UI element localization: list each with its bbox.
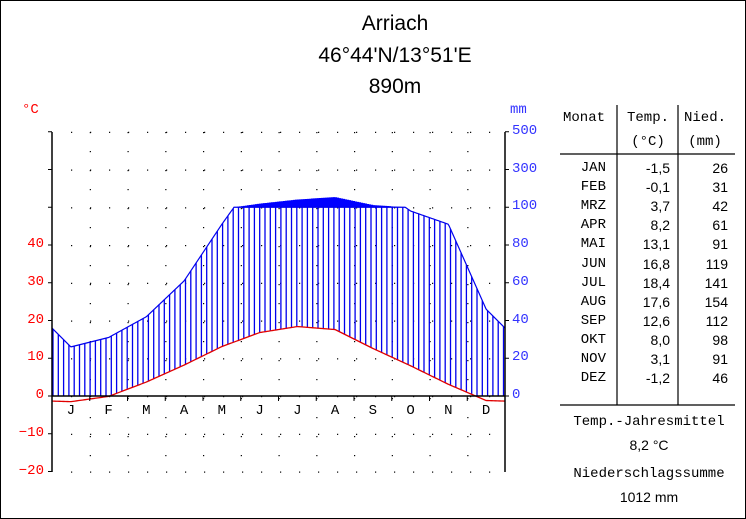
table-header-temp-unit: (°C) — [631, 134, 665, 150]
month-cell: FEB — [580, 179, 606, 196]
month-letter: J — [66, 403, 76, 419]
month-cell: MRZ — [580, 198, 606, 215]
table-row: MRZ 3,7 42 — [556, 198, 746, 217]
month-cell: MAI — [580, 236, 606, 253]
month-letter: D — [481, 403, 491, 419]
table-row: FEB -0,1 31 — [556, 179, 746, 198]
table-header-precip-unit: (mm) — [688, 134, 722, 150]
table-row: APR 8,2 61 — [556, 217, 746, 236]
precipitation-cell: 119 — [705, 255, 728, 272]
month-cell: JUN — [580, 255, 606, 272]
table-row: MAI 13,1 91 — [556, 236, 746, 255]
month-cell: AUG — [580, 293, 606, 310]
temperature-cell: 18,4 — [642, 274, 670, 291]
temperature-cell: 3,1 — [650, 351, 670, 367]
temperature-cell: 8,0 — [650, 331, 670, 348]
temperature-cell: -0,1 — [645, 179, 670, 196]
temperature-tick-label: 0 — [35, 387, 44, 403]
precipitation-cell: 141 — [704, 274, 728, 291]
month-cell: NOV — [580, 351, 606, 367]
station-elevation: 890m — [368, 75, 422, 98]
temperature-cell: 17,6 — [642, 293, 670, 310]
celsius-unit-label: °C — [22, 102, 39, 118]
table-row: OKT 8,0 98 — [556, 332, 746, 351]
table-row: DEZ -1,2 46 — [556, 370, 746, 389]
precipitation-cell: 42 — [712, 198, 728, 215]
table-row: AUG 17,6 154 — [556, 294, 746, 313]
table-header-temp: Temp. — [626, 110, 669, 126]
precipitation-tick-label: 80 — [512, 236, 529, 252]
precipitation-tick-label: 60 — [512, 273, 529, 290]
temperature-tick-label: 10 — [27, 349, 44, 366]
table-header-month: Monat — [562, 110, 605, 126]
precipitation-cell: 26 — [712, 160, 728, 176]
temperature-cell: -1,5 — [645, 160, 670, 176]
month-letter: A — [179, 403, 189, 419]
month-cell: OKT — [580, 331, 606, 348]
month-letter: M — [142, 403, 151, 419]
month-letter: N — [444, 403, 453, 419]
precipitation-cell: 31 — [712, 179, 728, 196]
precipitation-cell: 91 — [712, 236, 728, 253]
month-letter: F — [104, 403, 113, 419]
temperature-cell: 16,8 — [642, 255, 670, 272]
table-header-precip: Nied. — [683, 110, 726, 126]
precipitation-tick-label: 500 — [512, 122, 538, 139]
precipitation-cell: 154 — [704, 293, 728, 310]
table-row: SEP 12,6 112 — [556, 313, 746, 332]
month-letter: M — [217, 403, 227, 419]
precipitation-curve — [51, 206, 506, 348]
temperature-tick-label: 20 — [27, 311, 44, 328]
table-row: JUL 18,4 141 — [556, 275, 746, 294]
temperature-tick-label: 40 — [27, 236, 44, 252]
month-cell: DEZ — [580, 370, 606, 387]
precipitation-cell: 61 — [712, 217, 728, 234]
precipitation-cell: 112 — [705, 312, 728, 329]
perhumid-area — [234, 197, 406, 208]
precipitation-cell: 98 — [712, 331, 728, 348]
precipitation-tick-label: 100 — [512, 198, 538, 215]
precipitation-tick-label: 20 — [512, 349, 529, 366]
precipitation-tick-label: 0 — [512, 387, 521, 403]
temperature-cell: 8,2 — [650, 217, 670, 234]
annual-precip-label: Niederschlagssumme — [573, 466, 725, 482]
temperature-cell: 12,6 — [642, 312, 670, 329]
temperature-cell: 3,7 — [650, 198, 670, 215]
month-cell: SEP — [580, 312, 606, 329]
month-letter: O — [406, 403, 415, 419]
precipitation-tick-label: 300 — [512, 160, 538, 177]
annual-temp-label: Temp.-Jahresmittel — [573, 414, 725, 430]
table-row: JAN -1,5 26 — [556, 160, 746, 179]
table-row: NOV 3,1 91 — [556, 351, 746, 370]
month-letter: A — [330, 403, 340, 419]
month-letter: S — [368, 403, 378, 419]
temperature-curve — [51, 325, 506, 403]
station-coordinates: 46°44'N/13°51'E — [318, 44, 472, 67]
month-letter: J — [293, 403, 302, 419]
month-cell: APR — [580, 217, 606, 234]
table-row: JUN 16,8 119 — [556, 256, 746, 275]
temperature-tick-label: −20 — [18, 462, 44, 479]
month-letter: J — [255, 403, 264, 419]
month-cell: JAN — [580, 160, 606, 176]
temperature-cell: -1,2 — [645, 370, 670, 387]
annual-temp-value: 8,2 °C — [629, 437, 669, 453]
station-name: Arriach — [361, 12, 429, 35]
month-cell: JUL — [580, 274, 606, 291]
mm-unit-label: mm — [510, 102, 527, 118]
precipitation-cell: 46 — [712, 370, 728, 387]
annual-precip-value: 1012 mm — [619, 489, 679, 505]
precipitation-cell: 91 — [712, 351, 728, 367]
temperature-cell: 13,1 — [642, 236, 670, 253]
precipitation-tick-label: 40 — [512, 311, 529, 328]
temperature-tick-label: 30 — [27, 273, 44, 290]
temperature-tick-label: −10 — [18, 424, 44, 441]
